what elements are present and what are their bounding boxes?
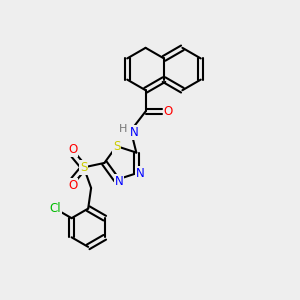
Text: O: O <box>68 179 77 192</box>
Text: Cl: Cl <box>50 202 61 215</box>
Text: N: N <box>115 175 123 188</box>
Text: O: O <box>68 142 77 156</box>
Text: N: N <box>129 126 138 140</box>
Text: H: H <box>118 124 127 134</box>
Text: S: S <box>80 161 87 174</box>
Text: N: N <box>136 167 144 180</box>
Text: S: S <box>113 140 120 153</box>
Text: O: O <box>164 105 173 118</box>
